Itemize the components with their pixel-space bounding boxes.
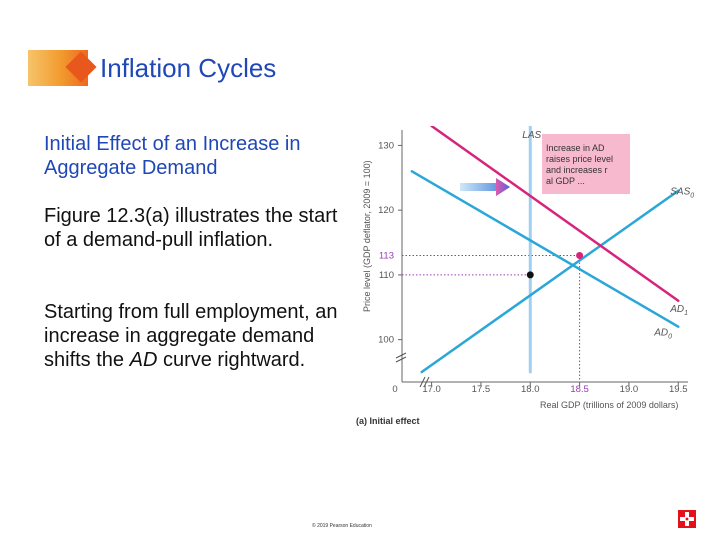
y-tick-label: 130 bbox=[378, 140, 394, 151]
slide-title: Inflation Cycles bbox=[100, 53, 277, 83]
y-axis-break bbox=[395, 352, 407, 363]
label-ad1: AD1 bbox=[669, 304, 688, 317]
copyright-footer: © 2019 Pearson Education bbox=[312, 523, 372, 529]
paragraph-figure-intro: Figure 12.3(a) illustrates the start of … bbox=[44, 205, 338, 251]
slide-title-block: Inflation Cycles bbox=[28, 48, 348, 90]
x-tick-label: 19.5 bbox=[669, 384, 688, 395]
y-tick-label: 110 bbox=[379, 270, 394, 281]
y-axis-label: Price level (GDP deflator, 2009 = 100) bbox=[362, 160, 372, 312]
curve-ad0 bbox=[410, 170, 680, 328]
x-axis-label: Real GDP (trillions of 2009 dollars) bbox=[540, 400, 678, 410]
y-tick-label-highlight: 113 bbox=[379, 250, 394, 261]
y-tick-label: 120 bbox=[378, 205, 394, 216]
pearson-logo-icon bbox=[678, 510, 696, 528]
x-tick-label: 18.0 bbox=[521, 384, 540, 395]
x-tick-label: 17.0 bbox=[422, 384, 441, 395]
paragraph-ad-shift-italic: AD bbox=[129, 349, 158, 371]
x-tick-label: 17.5 bbox=[472, 384, 491, 395]
x-tick-label: 19.0 bbox=[620, 384, 639, 395]
curve-ad1 bbox=[430, 124, 680, 303]
x-axis-break bbox=[419, 376, 430, 388]
label-ad0: AD0 bbox=[653, 328, 672, 341]
shift-arrow-head bbox=[496, 178, 510, 196]
annotation-box bbox=[542, 134, 630, 194]
paragraph-ad-shift: Starting from full employment, an increa… bbox=[44, 300, 356, 372]
paragraph-ad-shift-start: Starting from full employment, an increa… bbox=[44, 301, 338, 371]
equilibrium-point-initial bbox=[526, 271, 534, 279]
label-sas0: SAS0 bbox=[670, 187, 694, 200]
slide-subtitle: Initial Effect of an Increase in Aggrega… bbox=[44, 133, 301, 179]
chart-marks: 100 110 120 130 0 17.0 17.5 18.0 18.5 19.0 19.5 113… bbox=[378, 124, 694, 395]
chart-caption: (a) Initial effect bbox=[356, 416, 420, 426]
ad-as-chart: Increase in AD raises price level and in… bbox=[348, 124, 720, 436]
x-tick-label: 0 bbox=[392, 384, 397, 395]
label-las: LAS bbox=[522, 130, 541, 141]
curve-sas0 bbox=[420, 189, 680, 374]
equilibrium-point-new bbox=[576, 251, 584, 259]
chart-svg: Increase in AD raises price level and in… bbox=[356, 124, 694, 426]
annotation-text: Increase in AD raises price level and in… bbox=[546, 143, 616, 186]
x-tick-label: 18.5 bbox=[570, 384, 589, 395]
paragraph-ad-shift-end: curve rightward. bbox=[157, 349, 306, 371]
y-tick-label: 100 bbox=[378, 335, 394, 346]
